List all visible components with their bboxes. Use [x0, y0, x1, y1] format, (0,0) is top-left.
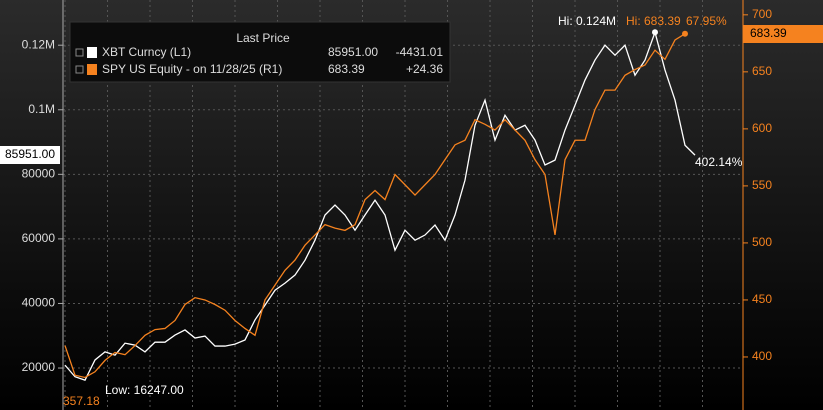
y2-tick-label: 700	[752, 7, 772, 21]
y2-tick-label: 500	[752, 235, 772, 249]
legend-label: XBT Curncy (L1)	[102, 45, 191, 59]
annotation: Low: 16247.00	[105, 383, 184, 397]
legend-toggle[interactable]	[75, 65, 84, 74]
annotation: 402.14%	[695, 155, 743, 169]
y2-tick-label: 550	[752, 178, 772, 192]
y-tick-label: 40000	[22, 296, 56, 310]
legend-last: 683.39	[328, 62, 365, 76]
legend-swatch	[87, 47, 97, 58]
series-line	[64, 30, 696, 381]
annotation: 357.18	[63, 394, 100, 408]
axis-tag	[0, 146, 60, 164]
legend-toggle[interactable]	[75, 48, 84, 57]
series-line	[64, 33, 686, 379]
y-tick-label: 20000	[22, 360, 56, 374]
annotation: 67.95%	[686, 14, 727, 28]
legend-change: +24.36	[406, 62, 443, 76]
y2-tick-label: 650	[752, 64, 772, 78]
legend-change: -4431.01	[396, 45, 444, 59]
high-marker	[682, 30, 688, 37]
y-tick-label: 0.12M	[22, 37, 55, 51]
y-tick-label: 80000	[22, 167, 56, 181]
y2-tick-label: 450	[752, 292, 772, 306]
axis-tag-label: 85951.00	[5, 147, 55, 161]
legend-last: 85951.00	[328, 45, 378, 59]
axis-tag	[743, 25, 823, 43]
high-marker	[652, 29, 658, 36]
y2-tick-label: 600	[752, 121, 772, 135]
legend-swatch	[87, 64, 97, 75]
axis-tag-label: 683.39	[750, 26, 787, 40]
legend: Last Price XBT Curncy (L1) 85951.00 -443…	[69, 21, 451, 83]
annotation: Hi: 0.124M	[558, 14, 616, 28]
y-tick-label: 0.1M	[28, 102, 55, 116]
y2-tick-label: 400	[752, 349, 772, 363]
annotation: Hi: 683.39	[626, 14, 681, 28]
legend-box	[69, 21, 451, 83]
legend-label: SPY US Equity - on 11/28/25 (R1)	[102, 62, 282, 76]
legend-title: Last Price	[236, 31, 290, 45]
y-tick-label: 60000	[22, 231, 56, 245]
